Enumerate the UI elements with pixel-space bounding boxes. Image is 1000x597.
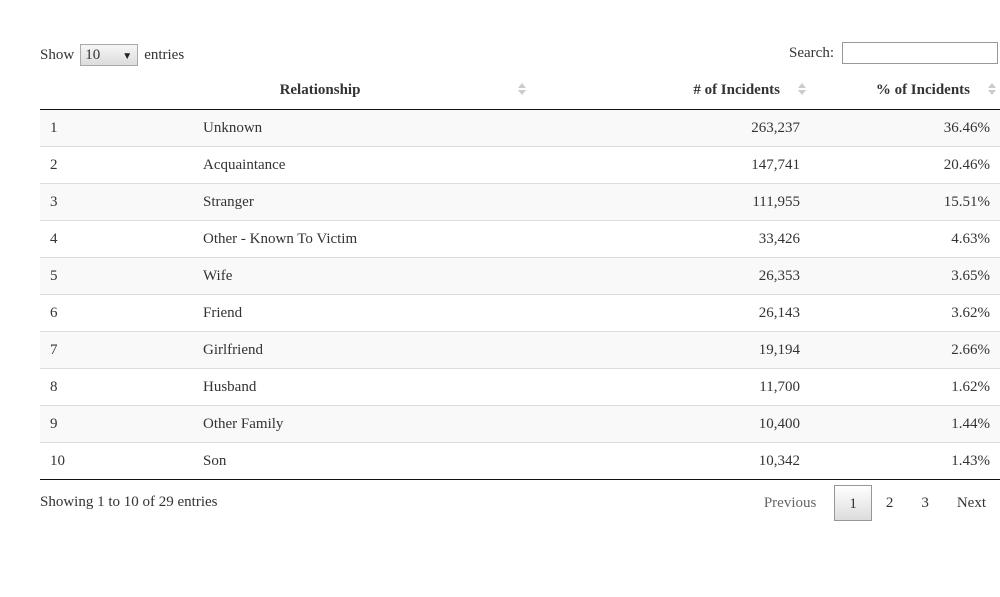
cell-incidents: 19,194 [530, 331, 810, 369]
cell-relationship: Other Family [130, 405, 530, 443]
data-table: Relationship # of Incidents % of Inciden… [40, 72, 1000, 480]
cell-percent: 36.46% [810, 109, 1000, 147]
cell-incidents: 263,237 [530, 109, 810, 147]
cell-index: 1 [40, 109, 130, 147]
column-header-incidents[interactable]: # of Incidents [530, 72, 810, 110]
column-header-percent[interactable]: % of Incidents [810, 72, 1000, 110]
cell-percent: 1.44% [810, 405, 1000, 443]
cell-index: 9 [40, 405, 130, 443]
cell-incidents: 111,955 [530, 183, 810, 221]
cell-index: 4 [40, 220, 130, 258]
sort-icon [988, 83, 996, 97]
cell-index: 3 [40, 183, 130, 221]
cell-incidents: 147,741 [530, 146, 810, 184]
table-row: 5 Wife 26,353 3.65% [40, 257, 1000, 295]
search-input[interactable] [842, 42, 998, 64]
pagination: Previous 1 2 3 Next [750, 485, 1000, 521]
length-control: Show 10 ▼ entries [40, 44, 184, 66]
show-label: Show [40, 46, 75, 63]
sort-icon [518, 83, 526, 97]
page-button-2[interactable]: 2 [885, 495, 894, 511]
cell-percent: 1.62% [810, 368, 1000, 406]
cell-relationship: Wife [130, 257, 530, 295]
cell-relationship: Girlfriend [130, 331, 530, 369]
cell-index: 7 [40, 331, 130, 369]
cell-relationship: Stranger [130, 183, 530, 221]
cell-percent: 4.63% [810, 220, 1000, 258]
search-control: Search: [789, 42, 998, 64]
entries-select-value: 10 [85, 47, 101, 63]
table-row: 3 Stranger 111,955 15.51% [40, 183, 1000, 221]
cell-relationship: Other - Known To Victim [130, 220, 530, 258]
table-row: 6 Friend 26,143 3.62% [40, 294, 1000, 332]
cell-incidents: 10,400 [530, 405, 810, 443]
table-row: 10 Son 10,342 1.43% [40, 442, 1000, 480]
cell-index: 10 [40, 442, 130, 480]
cell-relationship: Acquaintance [130, 146, 530, 184]
table-info: Showing 1 to 10 of 29 entries [40, 494, 218, 510]
column-header-index[interactable] [40, 72, 130, 110]
cell-percent: 2.66% [810, 331, 1000, 369]
cell-incidents: 11,700 [530, 368, 810, 406]
cell-relationship: Unknown [130, 109, 530, 147]
column-header-relationship[interactable]: Relationship [130, 72, 530, 110]
cell-incidents: 26,143 [530, 294, 810, 332]
page-button-1[interactable]: 1 [834, 485, 872, 521]
table-row: 8 Husband 11,700 1.62% [40, 368, 1000, 406]
entries-label: entries [144, 46, 185, 63]
table-row: 4 Other - Known To Victim 33,426 4.63% [40, 220, 1000, 258]
cell-percent: 3.62% [810, 294, 1000, 332]
search-label: Search: [789, 44, 834, 61]
header-row: Relationship # of Incidents % of Inciden… [40, 72, 1000, 110]
cell-incidents: 33,426 [530, 220, 810, 258]
chevron-down-icon: ▼ [122, 51, 133, 62]
cell-incidents: 10,342 [530, 442, 810, 480]
cell-relationship: Friend [130, 294, 530, 332]
cell-relationship: Son [130, 442, 530, 480]
entries-select[interactable]: 10 ▼ [80, 44, 139, 66]
cell-percent: 15.51% [810, 183, 1000, 221]
table-row: 1 Unknown 263,237 36.46% [40, 109, 1000, 147]
table-controls: Show 10 ▼ entries Search: [40, 42, 1000, 68]
cell-relationship: Husband [130, 368, 530, 406]
cell-percent: 20.46% [810, 146, 1000, 184]
sort-icon [798, 83, 806, 97]
next-button[interactable]: Next [956, 495, 986, 511]
table-row: 9 Other Family 10,400 1.44% [40, 405, 1000, 443]
cell-index: 2 [40, 146, 130, 184]
previous-button[interactable]: Previous [763, 495, 817, 511]
cell-incidents: 26,353 [530, 257, 810, 295]
table-row: 2 Acquaintance 147,741 20.46% [40, 146, 1000, 184]
table-row: 7 Girlfriend 19,194 2.66% [40, 331, 1000, 369]
page-button-3[interactable]: 3 [921, 495, 929, 511]
cell-index: 6 [40, 294, 130, 332]
cell-index: 5 [40, 257, 130, 295]
cell-index: 8 [40, 368, 130, 406]
cell-percent: 1.43% [810, 442, 1000, 480]
cell-percent: 3.65% [810, 257, 1000, 295]
